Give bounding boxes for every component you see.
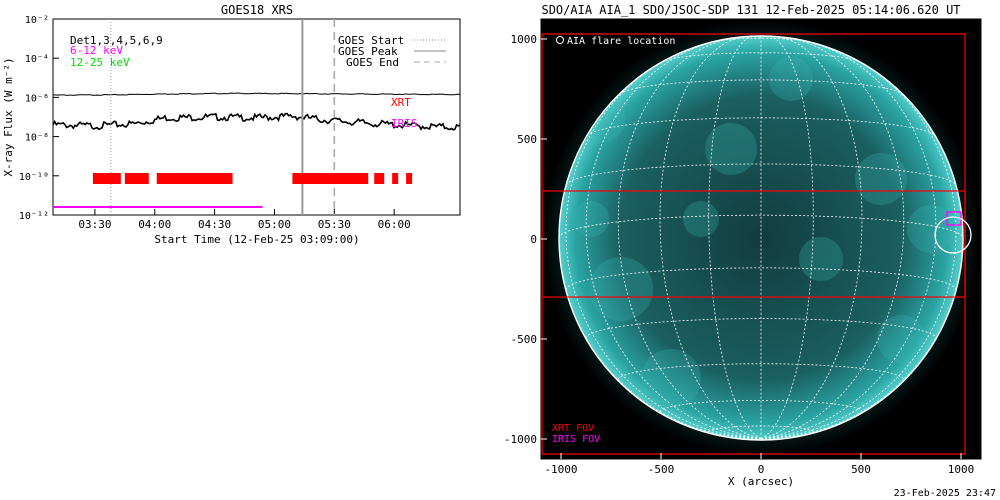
longitude-line: [585, 40, 762, 440]
series-short-channel: [52, 112, 461, 131]
longitude-line: [659, 36, 762, 440]
right-x-tick-label: 500: [851, 463, 871, 476]
xrt-interval-bar: [406, 173, 413, 184]
flare-legend-label: AIA flare location: [567, 36, 675, 47]
left-x-axis-label: Start Time (12-Feb-25 03:09:00): [154, 233, 359, 246]
active-region-glow: [683, 201, 719, 237]
left-y-tick-label: 10⁻¹²: [19, 211, 49, 222]
right-x-tick-label: -500: [648, 463, 675, 476]
active-region-glow: [705, 123, 757, 175]
left-y-tick-label: 10⁻²: [25, 15, 49, 26]
xrt-interval-bar: [292, 173, 369, 184]
left-y-axis: 10⁻² 10⁻⁴ 10⁻⁶ 10⁻⁸ 10⁻¹⁰ 10⁻¹²: [19, 15, 59, 222]
band1-label: 6-12 keV: [70, 44, 123, 57]
right-y-tick-label: 1000: [511, 33, 538, 46]
right-y-tick-label: 0: [530, 233, 537, 246]
left-y-tick-label: 10⁻⁸: [25, 133, 49, 144]
left-plot-data: [52, 19, 461, 215]
goes-xrs-chart: GOES18 XRS 10⁻² 10⁻⁴ 10⁻⁶ 10⁻⁸ 10⁻¹⁰ 10⁻¹² 03…: [2, 3, 461, 246]
left-chart-title: GOES18 XRS: [221, 3, 293, 17]
active-region-glow: [877, 315, 925, 363]
xrt-fov-box: [541, 190, 966, 298]
active-region-glow: [799, 237, 843, 281]
longitude-line: [760, 36, 863, 440]
fov-overlays: [541, 33, 972, 455]
band2-label: 12-25 keV: [70, 56, 130, 69]
left-legend: GOES Start GOES Peak GOES End: [338, 34, 446, 69]
longitude-line: [760, 40, 937, 440]
left-y-tick-label: 10⁻¹⁰: [19, 172, 49, 183]
latitude-line: [565, 163, 957, 186]
left-x-tick-label: 06:00: [378, 218, 411, 231]
active-region-glow: [589, 257, 653, 321]
left-y-tick-label: 10⁻⁴: [25, 54, 49, 65]
right-y-tick-label: -500: [511, 333, 538, 346]
right-x-axis: -1000 -500 0 500 1000: [544, 453, 974, 476]
legend-goes-start: GOES Start: [338, 34, 404, 47]
longitude-line: [760, 237, 963, 440]
iris-label: IRIS: [391, 117, 418, 130]
right-x-tick-label: 1000: [948, 463, 975, 476]
detector-label: Det1,3,4,5,6,9: [70, 34, 163, 47]
left-x-tick-label: 03:30: [78, 218, 111, 231]
right-y-axis: 1000 500 0 -500 -1000: [504, 33, 547, 446]
left-x-tick-label: 05:00: [258, 218, 291, 231]
left-x-tick-label: 04:30: [198, 218, 231, 231]
right-x-axis-label: X (arcsec): [728, 475, 794, 488]
heliographic-grid: [559, 36, 963, 440]
left-plot-frame: [52, 18, 461, 216]
right-y-tick-label: -1000: [504, 433, 537, 446]
footer-timestamp: 23-Feb-2025 23:47: [894, 488, 996, 499]
right-x-tick-label: 0: [758, 463, 765, 476]
left-x-tick-label: 05:30: [318, 218, 351, 231]
left-x-axis: 03:30 04:00 04:30 05:00 05:30 06:00: [78, 209, 411, 231]
xrt-label: XRT: [391, 96, 411, 109]
xrt-interval-bar: [124, 173, 149, 184]
left-y-tick-label: 10⁻⁶: [25, 93, 49, 104]
limb-circle: [558, 35, 964, 441]
xrt-interval-bar: [156, 173, 233, 184]
aia-image-chart: SDO/AIA AIA_1 SDO/JSOC-SDP 131 12-Feb-20…: [504, 3, 982, 488]
left-x-tick-label: 04:00: [138, 218, 171, 231]
active-region-glow: [907, 205, 955, 253]
xrt-fov-label: XRT FOV: [552, 423, 594, 434]
right-y-tick-label: 500: [517, 133, 537, 146]
iris-fov-label: IRIS FOV: [552, 434, 600, 445]
active-region-glow: [573, 201, 609, 237]
xrt-interval-bar: [374, 173, 385, 184]
active-region-glow: [769, 57, 813, 101]
flare-legend-marker: [556, 36, 564, 44]
xrt-interval-bar: [392, 173, 399, 184]
xrt-interval-bar: [92, 173, 121, 184]
longitude-line: [760, 51, 957, 440]
series-long-channel: [52, 92, 461, 96]
legend-goes-end: GOES End: [346, 56, 399, 69]
longitude-line: [565, 51, 762, 440]
flare-location-marker: [934, 216, 972, 254]
right-chart-title: SDO/AIA AIA_1 SDO/JSOC-SDP 131 12-Feb-20…: [541, 3, 960, 17]
left-y-axis-label: X-ray Flux (W m⁻²): [2, 57, 15, 176]
longitude-line: [617, 37, 762, 440]
longitude-line: [559, 237, 762, 440]
right-x-tick-label: -1000: [544, 463, 577, 476]
longitude-line: [760, 37, 905, 440]
legend-goes-peak: GOES Peak: [338, 45, 398, 58]
active-region-glow: [855, 153, 907, 205]
active-region-glow: [641, 349, 701, 409]
